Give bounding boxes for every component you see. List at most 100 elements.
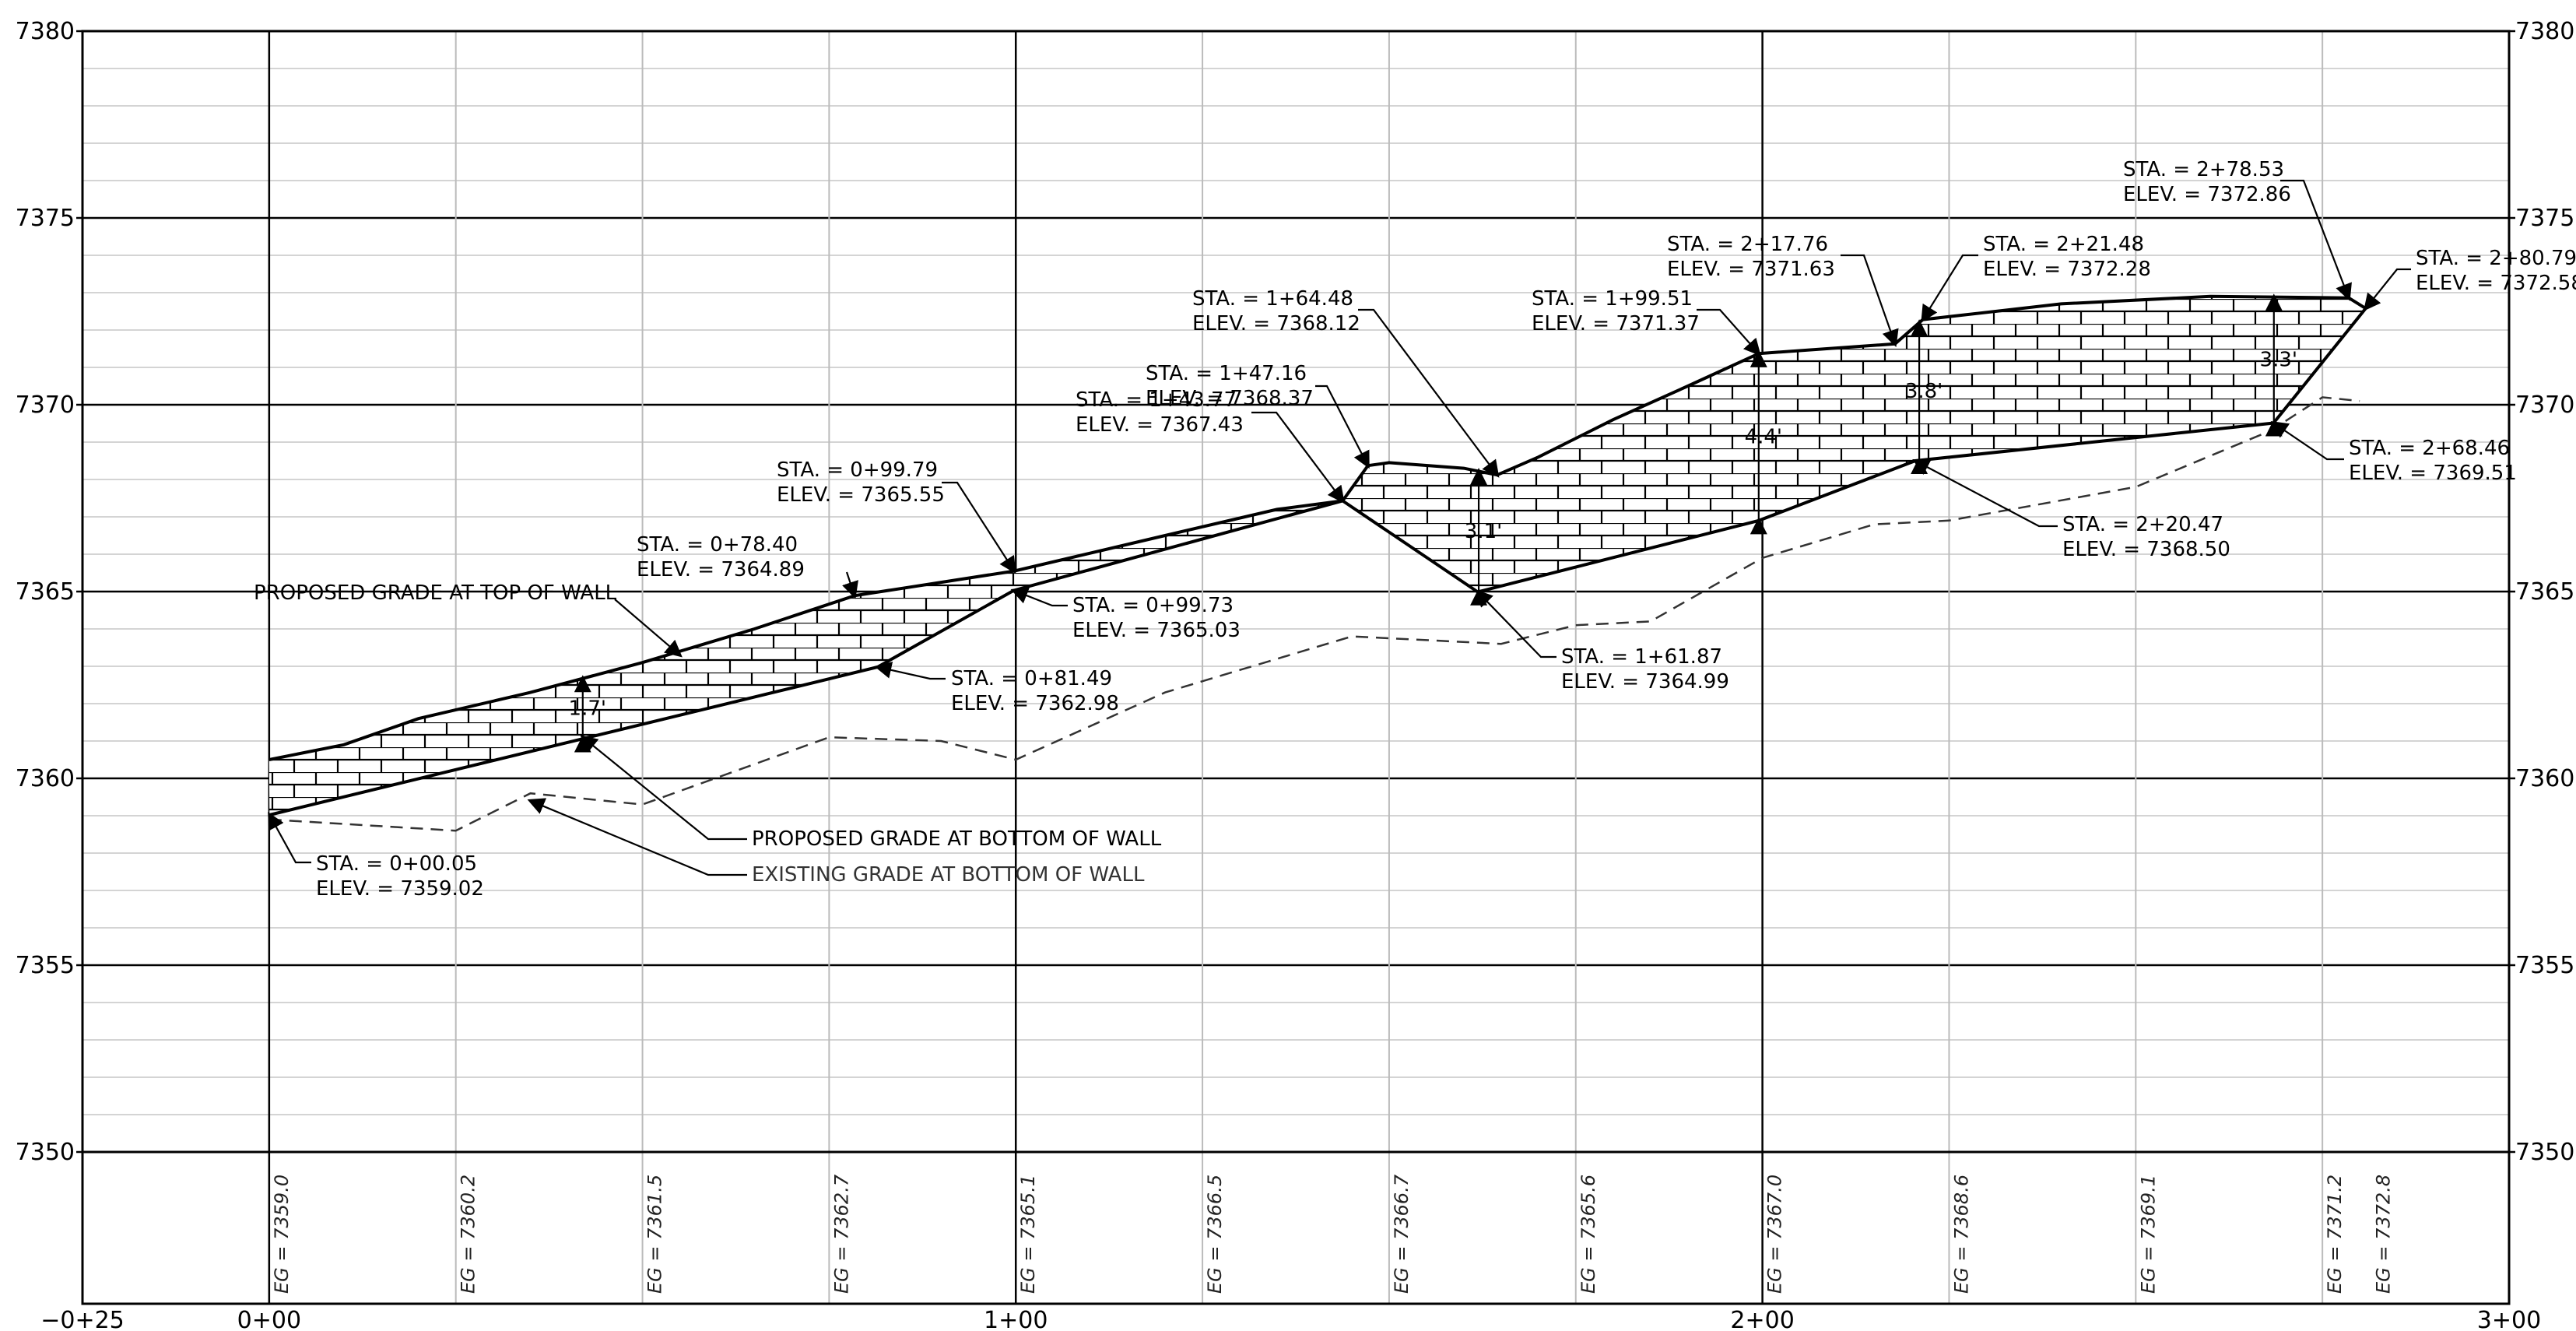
callout-elev: ELEV. = 7369.51: [2349, 462, 2517, 485]
wall-height-dimension-label: 3.1': [1465, 520, 1503, 543]
callout-leader-line: [2270, 421, 2344, 461]
x-tick-label: 2+00: [1730, 1307, 1794, 1331]
retaining-wall-hatch: [268, 296, 2366, 815]
callout-leader-line: [580, 735, 747, 841]
eg-elevation-label: EG = 7371.2: [2324, 1175, 2346, 1294]
y-tick-label-right: 7375: [2515, 205, 2574, 232]
callout-sta: STA. = 0+99.79: [777, 458, 938, 482]
eg-elevation-label: EG = 7359.0: [271, 1175, 293, 1294]
callout-sta-0-81-49: STA. = 0+81.49 ELEV. = 7362.98: [951, 667, 1119, 715]
y-tick-label-left: 7380: [16, 18, 75, 45]
callout-elev: ELEV. = 7359.02: [316, 877, 484, 901]
eg-elevation-label: EG = 7362.7: [830, 1174, 852, 1294]
wall-height-dimension-label: 3.3': [2260, 348, 2298, 371]
callout-sta: STA. = 0+78.40: [637, 533, 798, 557]
wall-height-dimension-label: 4.4': [1745, 426, 1783, 449]
callout-sta-2-78-53: STA. = 2+78.53 ELEV. = 7372.86: [2123, 158, 2291, 206]
callout-sta-2-20-47: STA. = 2+20.47 ELEV. = 7368.50: [2062, 513, 2230, 561]
callout-leader-line: [1475, 589, 1556, 658]
callout-elev: ELEV. = 7372.58: [2416, 272, 2576, 295]
callout-sta: STA. = 0+00.05: [316, 852, 477, 876]
y-axis-labels-left: 7380 7375 7370 7365 7360 7355 7350: [16, 18, 82, 1166]
callout-elev: ELEV. = 7368.50: [2062, 538, 2230, 561]
callout-elev: ELEV. = 7365.03: [1072, 619, 1241, 642]
note-bottom-of-wall: PROPOSED GRADE AT BOTTOM OF WALL: [752, 827, 1162, 851]
callout-leader-line: [874, 662, 946, 680]
note-top-of-wall: PROPOSED GRADE AT TOP OF WALL: [254, 581, 617, 605]
callout-sta: STA. = 1+47.16: [1146, 362, 1307, 385]
callout-sta: STA. = 1+43.77: [1076, 388, 1237, 412]
x-axis-station-labels: −0+25 0+00 1+00 2+00 3+00: [40, 1307, 2541, 1331]
callout-leader-line: [942, 481, 1016, 574]
callout-elev: ELEV. = 7364.99: [1561, 670, 1729, 694]
y-tick-label-right: 7365: [2515, 578, 2574, 606]
y-tick-label-left: 7375: [16, 205, 75, 232]
plot-grid: [82, 30, 2509, 1304]
callout-elev: ELEV. = 7372.86: [2123, 183, 2291, 206]
callout-sta-1-61-87: STA. = 1+61.87 ELEV. = 7364.99: [1561, 645, 1729, 694]
callout-sta-2-80-79: STA. = 2+80.79 ELEV. = 7372.58: [2416, 247, 2576, 295]
callout-elev: ELEV. = 7372.28: [1983, 258, 2151, 281]
callout-sta: STA. = 2+21.48: [1983, 233, 2144, 256]
callout-leaders: [268, 179, 2411, 876]
callout-leader-line: [1358, 308, 1500, 478]
y-tick-label-right: 7355: [2515, 952, 2574, 979]
callout-leader-line: [1315, 385, 1370, 469]
x-tick-label: 1+00: [984, 1307, 1048, 1331]
callout-sta-1-43-77: STA. = 1+43.77 ELEV. = 7367.43: [1076, 388, 1244, 437]
y-tick-label-left: 7355: [16, 952, 75, 979]
y-tick-label-right: 7360: [2515, 765, 2574, 792]
callout-leader-line: [1841, 254, 1899, 347]
wall-height-dimensions: 1.7' 3.1' 4.4' 3.8' 3.3': [569, 293, 2298, 753]
callout-sta: STA. = 1+64.48: [1192, 287, 1353, 311]
callout-sta-1-64-48: STA. = 1+64.48 ELEV. = 7368.12: [1192, 287, 1360, 335]
callout-leader-line: [1912, 458, 2058, 528]
callout-elev: ELEV. = 7371.63: [1667, 258, 1835, 281]
eg-elevation-label: EG = 7361.5: [644, 1175, 666, 1294]
callout-leader-line: [2280, 179, 2352, 301]
eg-elevation-label: EG = 7360.2: [458, 1175, 479, 1294]
callout-sta-2-17-76: STA. = 2+17.76 ELEV. = 7371.63: [1667, 233, 1835, 281]
callout-elev: ELEV. = 7362.98: [951, 692, 1119, 715]
callout-leader-line: [614, 599, 683, 658]
callout-sta: STA. = 2+80.79: [2416, 247, 2576, 270]
x-tick-label: −0+25: [40, 1307, 125, 1331]
callout-sta: STA. = 1+99.51: [1532, 287, 1693, 311]
callout-sta: STA. = 2+68.46: [2349, 437, 2510, 460]
eg-elevation-label: EG = 7368.6: [1950, 1175, 1972, 1294]
y-axis-labels-right: 7380 7375 7370 7365 7360 7355 7350: [2509, 18, 2574, 1166]
x-tick-label: 3+00: [2477, 1307, 2541, 1331]
callout-sta: STA. = 1+61.87: [1561, 645, 1722, 669]
callout-leader-line: [1251, 411, 1345, 504]
callout-sta-0-99-79: STA. = 0+99.79 ELEV. = 7365.55: [777, 458, 945, 507]
callout-leader-line: [842, 571, 858, 599]
eg-elevation-label: EG = 7366.7: [1391, 1174, 1413, 1294]
eg-elevation-label: EG = 7369.1: [2137, 1175, 2159, 1294]
callout-sta: STA. = 0+99.73: [1072, 594, 1234, 617]
callout-sta-0-00-05: STA. = 0+00.05 ELEV. = 7359.02: [316, 852, 484, 901]
callout-leader-line: [527, 798, 747, 876]
callout-leader-line: [1697, 308, 1761, 356]
y-tick-label-left: 7370: [16, 392, 75, 419]
callout-sta-2-68-46: STA. = 2+68.46 ELEV. = 7369.51: [2349, 437, 2517, 485]
eg-elevation-label: EG = 7365.1: [1017, 1175, 1039, 1294]
callout-elev: ELEV. = 7365.55: [777, 483, 945, 507]
y-tick-label-left: 7365: [16, 578, 75, 606]
note-existing-grade: EXISTING GRADE AT BOTTOM OF WALL: [752, 863, 1145, 887]
eg-elevation-label: EG = 7365.6: [1578, 1175, 1599, 1294]
callout-sta: STA. = 2+17.76: [1667, 233, 1828, 256]
y-tick-label-right: 7350: [2515, 1139, 2574, 1166]
callout-elev: ELEV. = 7371.37: [1532, 312, 1700, 335]
callout-sta: STA. = 0+81.49: [951, 667, 1112, 690]
callout-leader-line: [268, 812, 311, 864]
callout-sta-1-99-51: STA. = 1+99.51 ELEV. = 7371.37: [1532, 287, 1700, 335]
callout-sta: STA. = 2+78.53: [2123, 158, 2284, 181]
callout-leader-line: [2363, 268, 2411, 311]
existing-grade-line: [268, 396, 2360, 832]
y-tick-label-right: 7370: [2515, 392, 2574, 419]
eg-band-frame: [81, 1150, 2511, 1305]
callout-sta-2-21-48: STA. = 2+21.48 ELEV. = 7372.28: [1983, 233, 2151, 281]
callout-leader-line: [1921, 254, 1978, 323]
eg-elevation-label: EG = 7367.0: [1764, 1175, 1786, 1294]
